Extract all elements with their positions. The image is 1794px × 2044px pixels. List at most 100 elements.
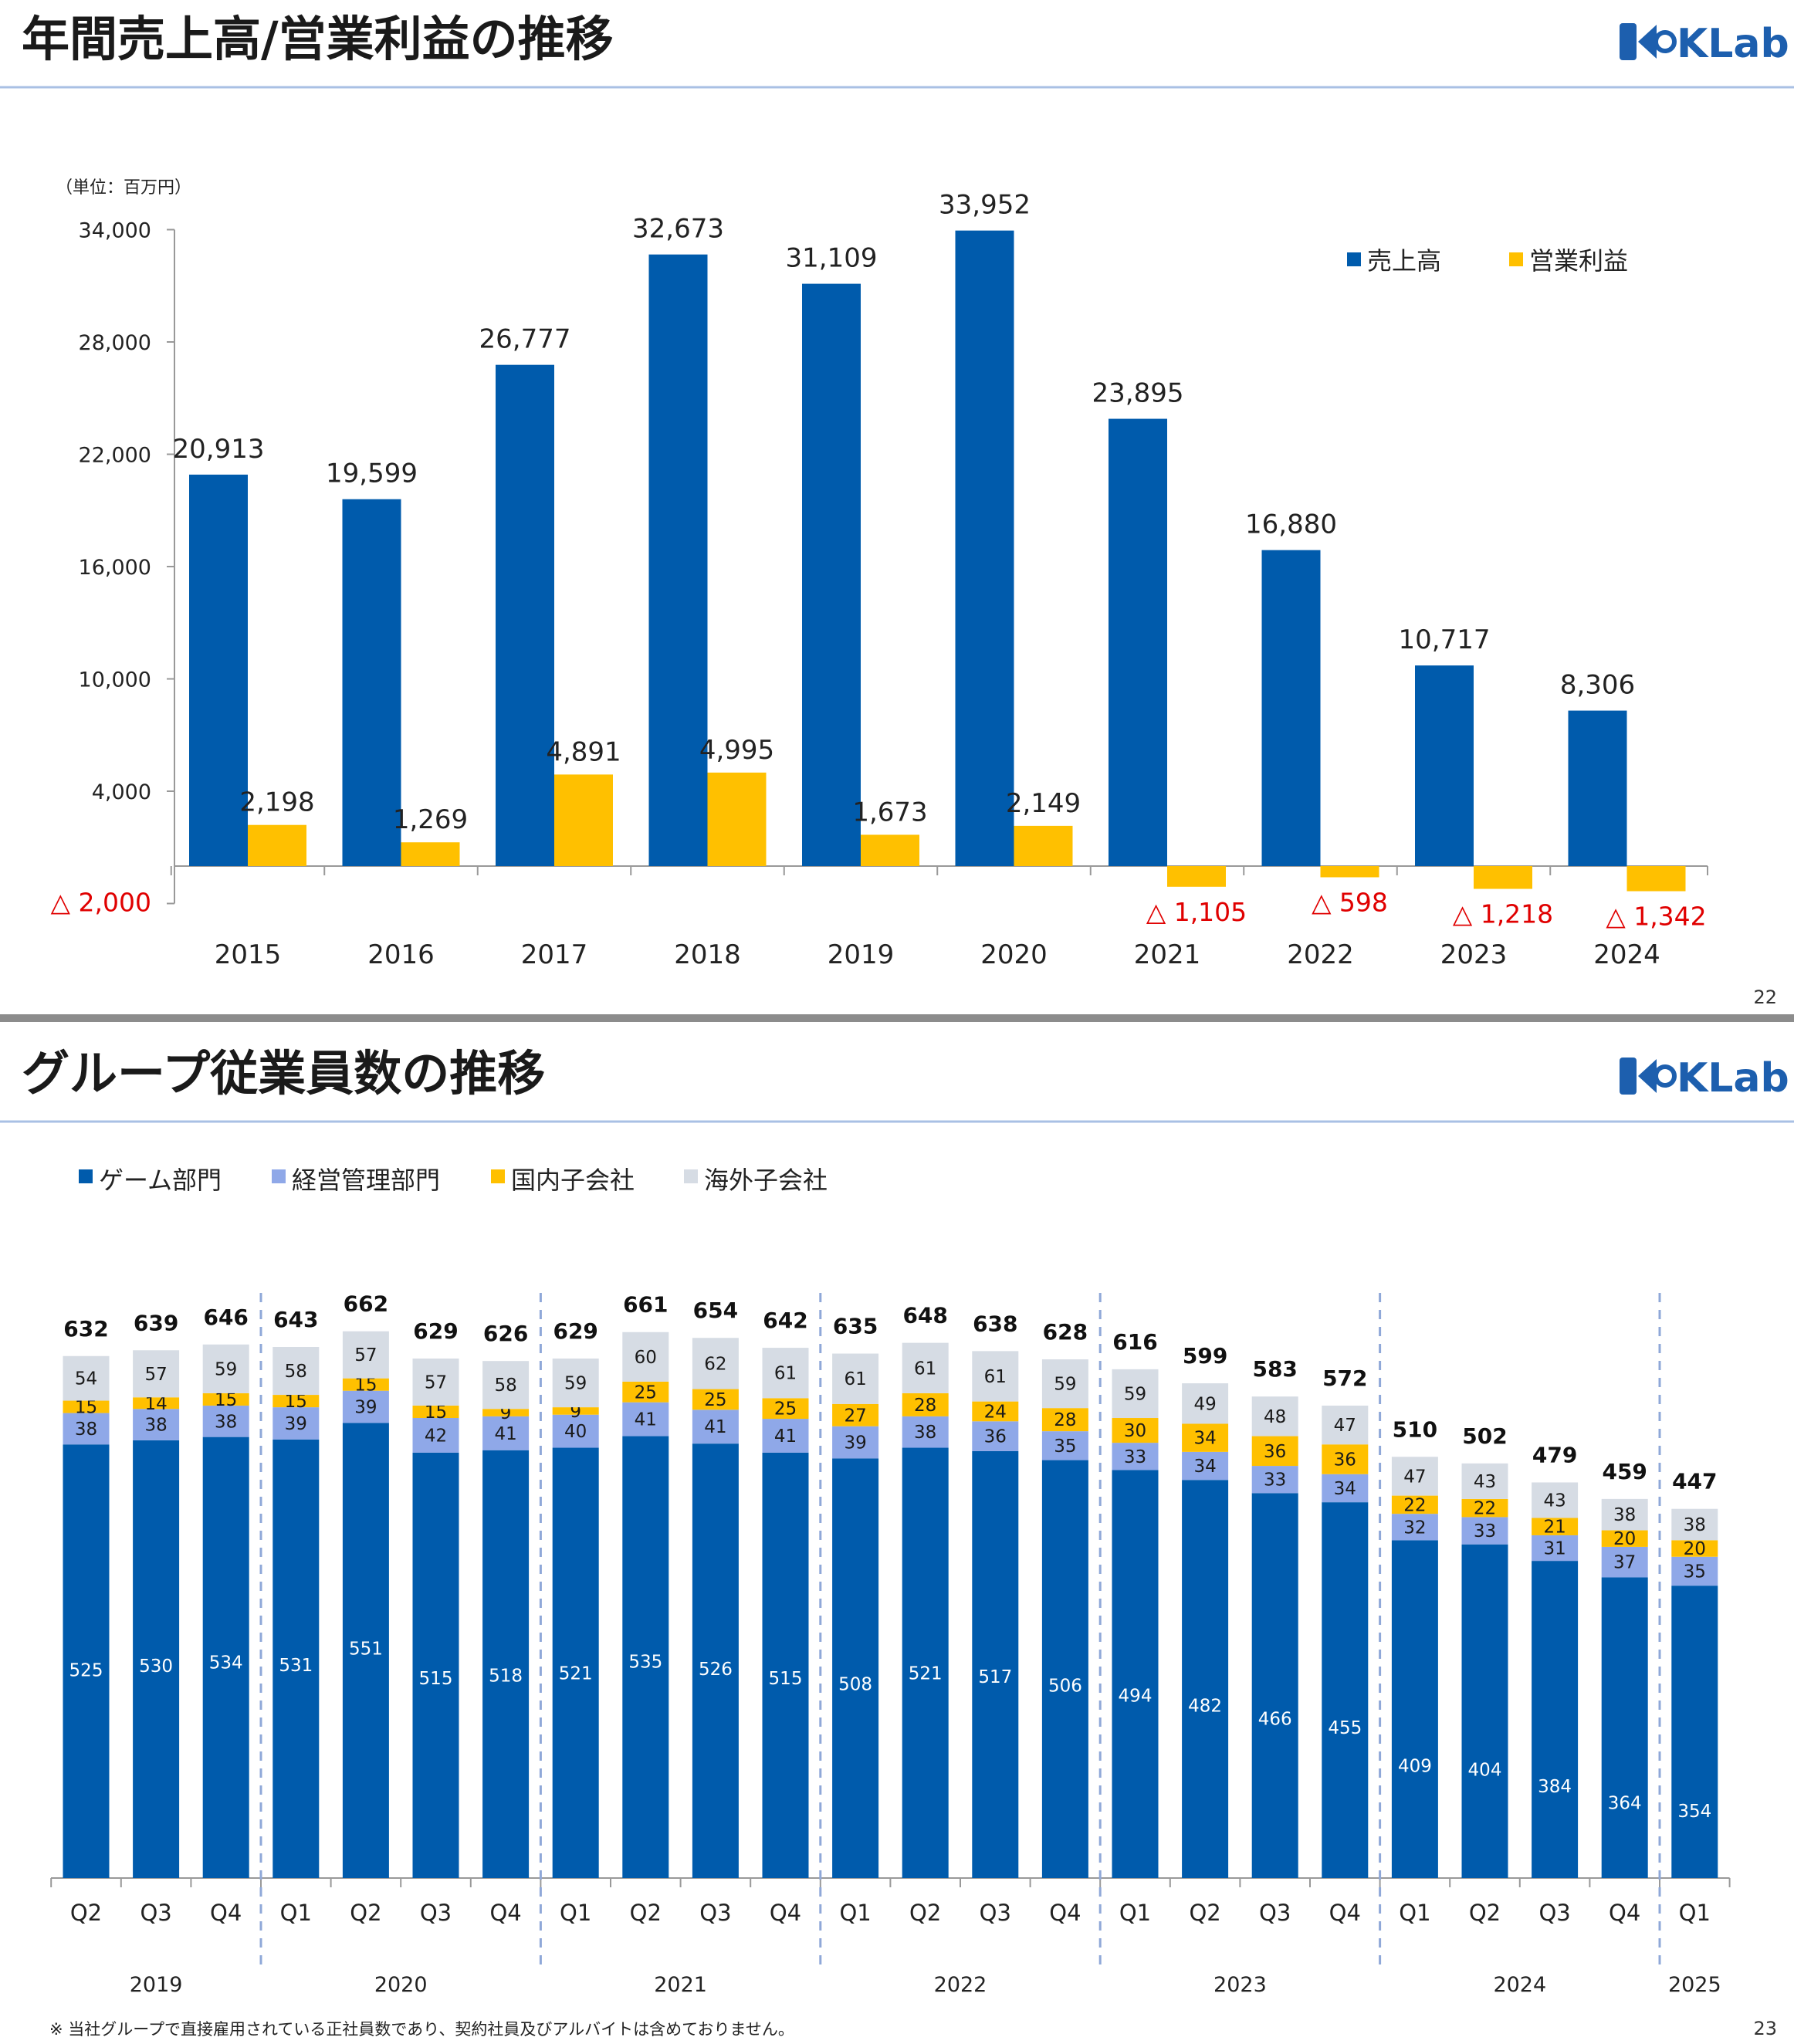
year-group-label: 2025 bbox=[1668, 1973, 1721, 1997]
stack-segment bbox=[1461, 1517, 1508, 1545]
stack-segment bbox=[63, 1444, 110, 1878]
total-value-label: 629 bbox=[553, 1318, 597, 1344]
profit-bar bbox=[248, 824, 306, 866]
stack-segment bbox=[1461, 1463, 1508, 1499]
segment-value-label: 34 bbox=[1193, 1457, 1216, 1477]
segment-value-label: 15 bbox=[425, 1403, 447, 1423]
segment-value-label: 20 bbox=[1684, 1539, 1706, 1559]
stack-segment bbox=[1532, 1535, 1579, 1562]
slide-separator bbox=[0, 1014, 1794, 1022]
total-value-label: 638 bbox=[973, 1311, 1017, 1336]
x-category-label: Q1 bbox=[560, 1900, 591, 1926]
x-category-label: Q2 bbox=[909, 1900, 941, 1926]
stack-segment bbox=[1251, 1493, 1298, 1878]
segment-value-label: 47 bbox=[1334, 1416, 1356, 1436]
segment-value-label: 38 bbox=[914, 1423, 936, 1443]
stack-segment bbox=[342, 1331, 389, 1379]
revenue-value-label: 10,717 bbox=[1399, 624, 1491, 655]
x-category-label: Q1 bbox=[1399, 1900, 1430, 1926]
total-value-label: 616 bbox=[1112, 1329, 1157, 1355]
segment-value-label: 482 bbox=[1188, 1696, 1222, 1716]
slide2-page-number: 23 bbox=[1753, 2018, 1777, 2039]
profit-bar bbox=[1474, 866, 1532, 889]
segment-value-label: 506 bbox=[1048, 1677, 1082, 1697]
stack-segment bbox=[202, 1405, 249, 1437]
revenue-bar bbox=[1568, 710, 1627, 866]
revenue-value-label: 16,880 bbox=[1245, 509, 1337, 540]
segment-value-label: 62 bbox=[704, 1354, 726, 1374]
stack-segment bbox=[832, 1403, 879, 1426]
segment-value-label: 33 bbox=[1474, 1521, 1496, 1541]
stack-segment bbox=[63, 1400, 110, 1413]
logo-mark-eye bbox=[1654, 30, 1677, 53]
segment-value-label: 57 bbox=[354, 1345, 377, 1365]
stack-segment bbox=[1532, 1518, 1579, 1535]
stack-segment bbox=[972, 1351, 1019, 1402]
stack-segment bbox=[1671, 1556, 1718, 1586]
stack-segment bbox=[1112, 1369, 1159, 1419]
total-value-label: 648 bbox=[902, 1303, 947, 1328]
legend-label: 売上高 bbox=[1367, 246, 1441, 276]
x-category-label: 2015 bbox=[215, 939, 282, 970]
stack-segment bbox=[552, 1407, 599, 1415]
stack-segment bbox=[1671, 1585, 1718, 1878]
segment-value-label: 58 bbox=[494, 1376, 516, 1396]
segment-value-label: 25 bbox=[635, 1382, 657, 1403]
segment-value-label: 54 bbox=[75, 1369, 97, 1389]
stack-segment bbox=[1251, 1466, 1298, 1494]
segment-value-label: 48 bbox=[1264, 1407, 1286, 1427]
revenue-value-label: 32,673 bbox=[632, 214, 724, 245]
legend-swatch bbox=[1347, 252, 1361, 266]
year-group-label: 2023 bbox=[1213, 1973, 1267, 1997]
logo-mark-left bbox=[1620, 1058, 1637, 1095]
stack-segment bbox=[1041, 1460, 1088, 1878]
segment-value-label: 551 bbox=[349, 1639, 383, 1659]
segment-value-label: 39 bbox=[285, 1414, 307, 1434]
segment-value-label: 354 bbox=[1677, 1802, 1711, 1822]
stack-segment bbox=[692, 1409, 739, 1444]
segment-value-label: 404 bbox=[1468, 1761, 1502, 1781]
logo-text: KLab bbox=[1677, 1055, 1789, 1102]
x-category-label: Q3 bbox=[1538, 1900, 1570, 1926]
segment-value-label: 36 bbox=[984, 1427, 1007, 1447]
x-category-label: Q4 bbox=[1609, 1900, 1640, 1926]
revenue-value-label: 23,895 bbox=[1092, 378, 1184, 409]
stack-segment bbox=[1601, 1498, 1648, 1531]
segment-value-label: 24 bbox=[984, 1402, 1007, 1422]
x-category-label: Q1 bbox=[280, 1900, 312, 1926]
profit-bar bbox=[1167, 866, 1226, 887]
x-category-label: 2024 bbox=[1593, 939, 1660, 970]
stack-segment bbox=[133, 1350, 180, 1398]
revenue-value-label: 19,599 bbox=[326, 459, 418, 489]
segment-value-label: 57 bbox=[144, 1365, 167, 1385]
profit-value-label: 2,149 bbox=[1006, 788, 1081, 819]
y-tick-label: 4,000 bbox=[92, 780, 151, 804]
segment-value-label: 530 bbox=[139, 1657, 173, 1677]
revenue-bar bbox=[1109, 418, 1167, 866]
year-group-label: 2020 bbox=[374, 1973, 428, 1997]
x-category-label: Q1 bbox=[1119, 1900, 1151, 1926]
x-category-label: Q3 bbox=[1259, 1900, 1291, 1926]
stack-segment bbox=[202, 1393, 249, 1406]
stack-segment bbox=[622, 1332, 669, 1382]
total-value-label: 662 bbox=[344, 1291, 388, 1317]
stack-segment bbox=[1461, 1498, 1508, 1518]
segment-value-label: 15 bbox=[354, 1376, 377, 1396]
x-category-label: 2022 bbox=[1287, 939, 1354, 970]
revenue-bar bbox=[648, 254, 708, 866]
legend-label: 営業利益 bbox=[1529, 246, 1628, 276]
legend-label: 経営管理部門 bbox=[292, 1166, 440, 1195]
segment-value-label: 30 bbox=[1124, 1421, 1146, 1441]
stack-segment bbox=[692, 1389, 739, 1410]
slide-employees: グループ従業員数の推移 KLab ゲーム部門 経営管理部門 国内子会社 海外子会社 52… bbox=[0, 1045, 1794, 2039]
segment-value-label: 364 bbox=[1608, 1794, 1642, 1814]
revenue-bar bbox=[496, 364, 554, 867]
stack-segment bbox=[482, 1416, 530, 1450]
segment-value-label: 15 bbox=[215, 1390, 237, 1410]
stack-segment bbox=[202, 1437, 249, 1878]
segment-value-label: 38 bbox=[75, 1420, 97, 1440]
x-category-label: Q4 bbox=[1329, 1900, 1361, 1926]
stack-segment bbox=[412, 1418, 459, 1453]
stack-segment bbox=[1041, 1431, 1088, 1460]
